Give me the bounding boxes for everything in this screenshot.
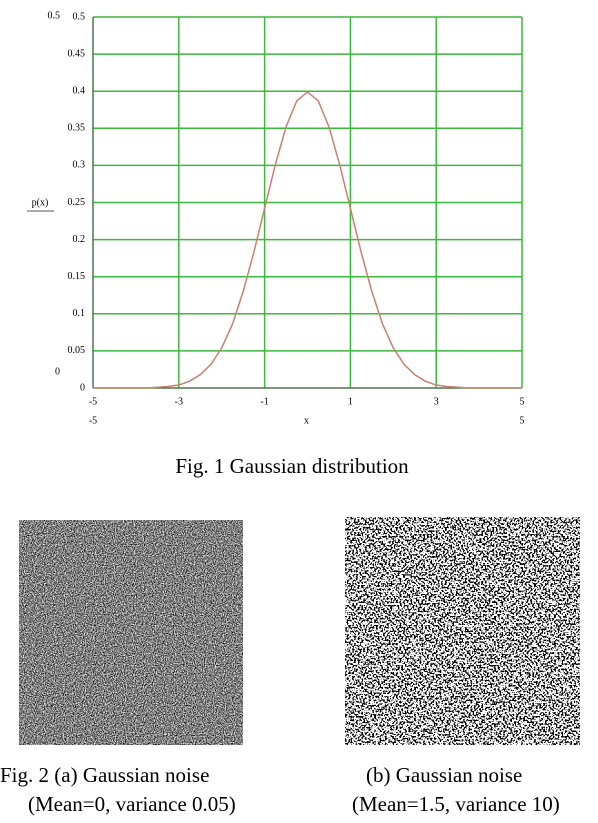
xlim-label: -5 bbox=[89, 415, 97, 426]
plot: 0 0.05 0.1 0.15 0.2 0.25 0.3 0.35 0.4 0.45 0.5 -5 -3… bbox=[27, 10, 525, 426]
caption: (Mean=0, variance 0.05) bbox=[28, 792, 236, 816]
caption: Fig. 2 (a) Gaussian noise bbox=[0, 763, 209, 787]
x-tick-label: 1 bbox=[348, 396, 353, 407]
curve bbox=[93, 90, 522, 389]
y-tick-label: 0.3 bbox=[73, 160, 86, 171]
noise-image-b bbox=[345, 517, 580, 745]
x-tick-label: -1 bbox=[260, 396, 268, 407]
xlim-label: 5 bbox=[520, 415, 525, 426]
x-tick-label: 5 bbox=[520, 396, 525, 407]
y-tick-label: 0.15 bbox=[68, 271, 86, 282]
caption: (Mean=1.5, variance 10) bbox=[352, 792, 560, 816]
y-tick-label: 0.1 bbox=[73, 308, 86, 319]
y-tick-label: 0.05 bbox=[68, 345, 86, 356]
ylim-label: 0.5 bbox=[48, 10, 61, 21]
x-axis-label: x bbox=[304, 415, 309, 426]
caption: Fig. 1 Gaussian distribution bbox=[175, 454, 409, 478]
y-tick-label: 0.4 bbox=[73, 85, 86, 96]
y-tick-label: 0 bbox=[80, 382, 85, 393]
y-tick-label: 0.2 bbox=[73, 234, 86, 245]
ylim-label: 0 bbox=[55, 366, 60, 377]
y-tick-label: 0.45 bbox=[68, 48, 86, 59]
y-tick-label: 0.25 bbox=[68, 197, 86, 208]
x-tick-label: -5 bbox=[89, 396, 97, 407]
y-axis-label: p(x) bbox=[32, 197, 49, 208]
y-tick-label: 0.35 bbox=[68, 123, 86, 134]
x-tick-label: 3 bbox=[434, 396, 439, 407]
noise-image-a bbox=[19, 520, 243, 745]
caption: (b) Gaussian noise bbox=[366, 763, 522, 787]
y-tick-label: 0.5 bbox=[73, 11, 86, 22]
x-tick-label: -3 bbox=[175, 396, 183, 407]
